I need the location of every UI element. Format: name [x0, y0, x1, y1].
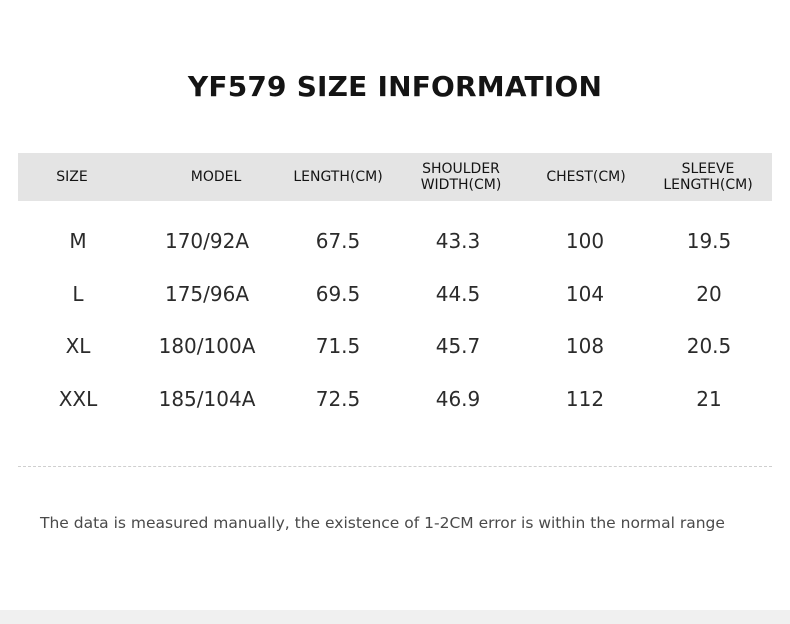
- header-sleeve-length: SLEEVE LENGTH(CM): [663, 161, 753, 193]
- table-row: XL 180/100A 71.5 45.7 108 20.5: [0, 331, 790, 361]
- cell-sleeve-length: 21: [696, 387, 722, 411]
- page-title: YF579 SIZE INFORMATION: [187, 70, 603, 103]
- measurement-note: The data is measured manually, the exist…: [40, 514, 725, 532]
- bottom-strip: [0, 610, 790, 624]
- cell-sleeve-length: 20: [696, 282, 722, 306]
- cell-length: 71.5: [315, 334, 361, 358]
- cell-chest: 108: [565, 334, 605, 358]
- table-row: M 170/92A 67.5 43.3 100 19.5: [0, 226, 790, 256]
- cell-length: 72.5: [315, 387, 361, 411]
- cell-shoulder-width: 44.5: [435, 282, 481, 306]
- cell-chest: 100: [565, 229, 605, 253]
- cell-sleeve-length: 20.5: [686, 334, 732, 358]
- header-shoulder-width: SHOULDER WIDTH(CM): [420, 161, 502, 193]
- dashed-divider: [18, 466, 772, 467]
- cell-length: 67.5: [315, 229, 361, 253]
- cell-model: 180/100A: [158, 334, 256, 358]
- table-row: XXL 185/104A 72.5 46.9 112 21: [0, 384, 790, 414]
- cell-sleeve-length: 19.5: [686, 229, 732, 253]
- cell-chest: 112: [565, 387, 605, 411]
- cell-shoulder-width: 46.9: [435, 387, 481, 411]
- cell-size: M: [69, 229, 87, 253]
- cell-model: 170/92A: [164, 229, 250, 253]
- cell-length: 69.5: [315, 282, 361, 306]
- cell-model: 175/96A: [164, 282, 250, 306]
- header-model: MODEL: [190, 169, 242, 185]
- cell-chest: 104: [565, 282, 605, 306]
- cell-size: XXL: [58, 387, 98, 411]
- table-row: L 175/96A 69.5 44.5 104 20: [0, 279, 790, 309]
- header-length: LENGTH(CM): [293, 169, 383, 185]
- cell-shoulder-width: 45.7: [435, 334, 481, 358]
- cell-model: 185/104A: [158, 387, 256, 411]
- cell-size: L: [72, 282, 84, 306]
- cell-size: XL: [65, 334, 91, 358]
- table-header: SIZE MODEL LENGTH(CM) SHOULDER WIDTH(CM)…: [18, 153, 772, 201]
- header-chest: CHEST(CM): [546, 169, 626, 185]
- cell-shoulder-width: 43.3: [435, 229, 481, 253]
- header-size: SIZE: [56, 169, 88, 185]
